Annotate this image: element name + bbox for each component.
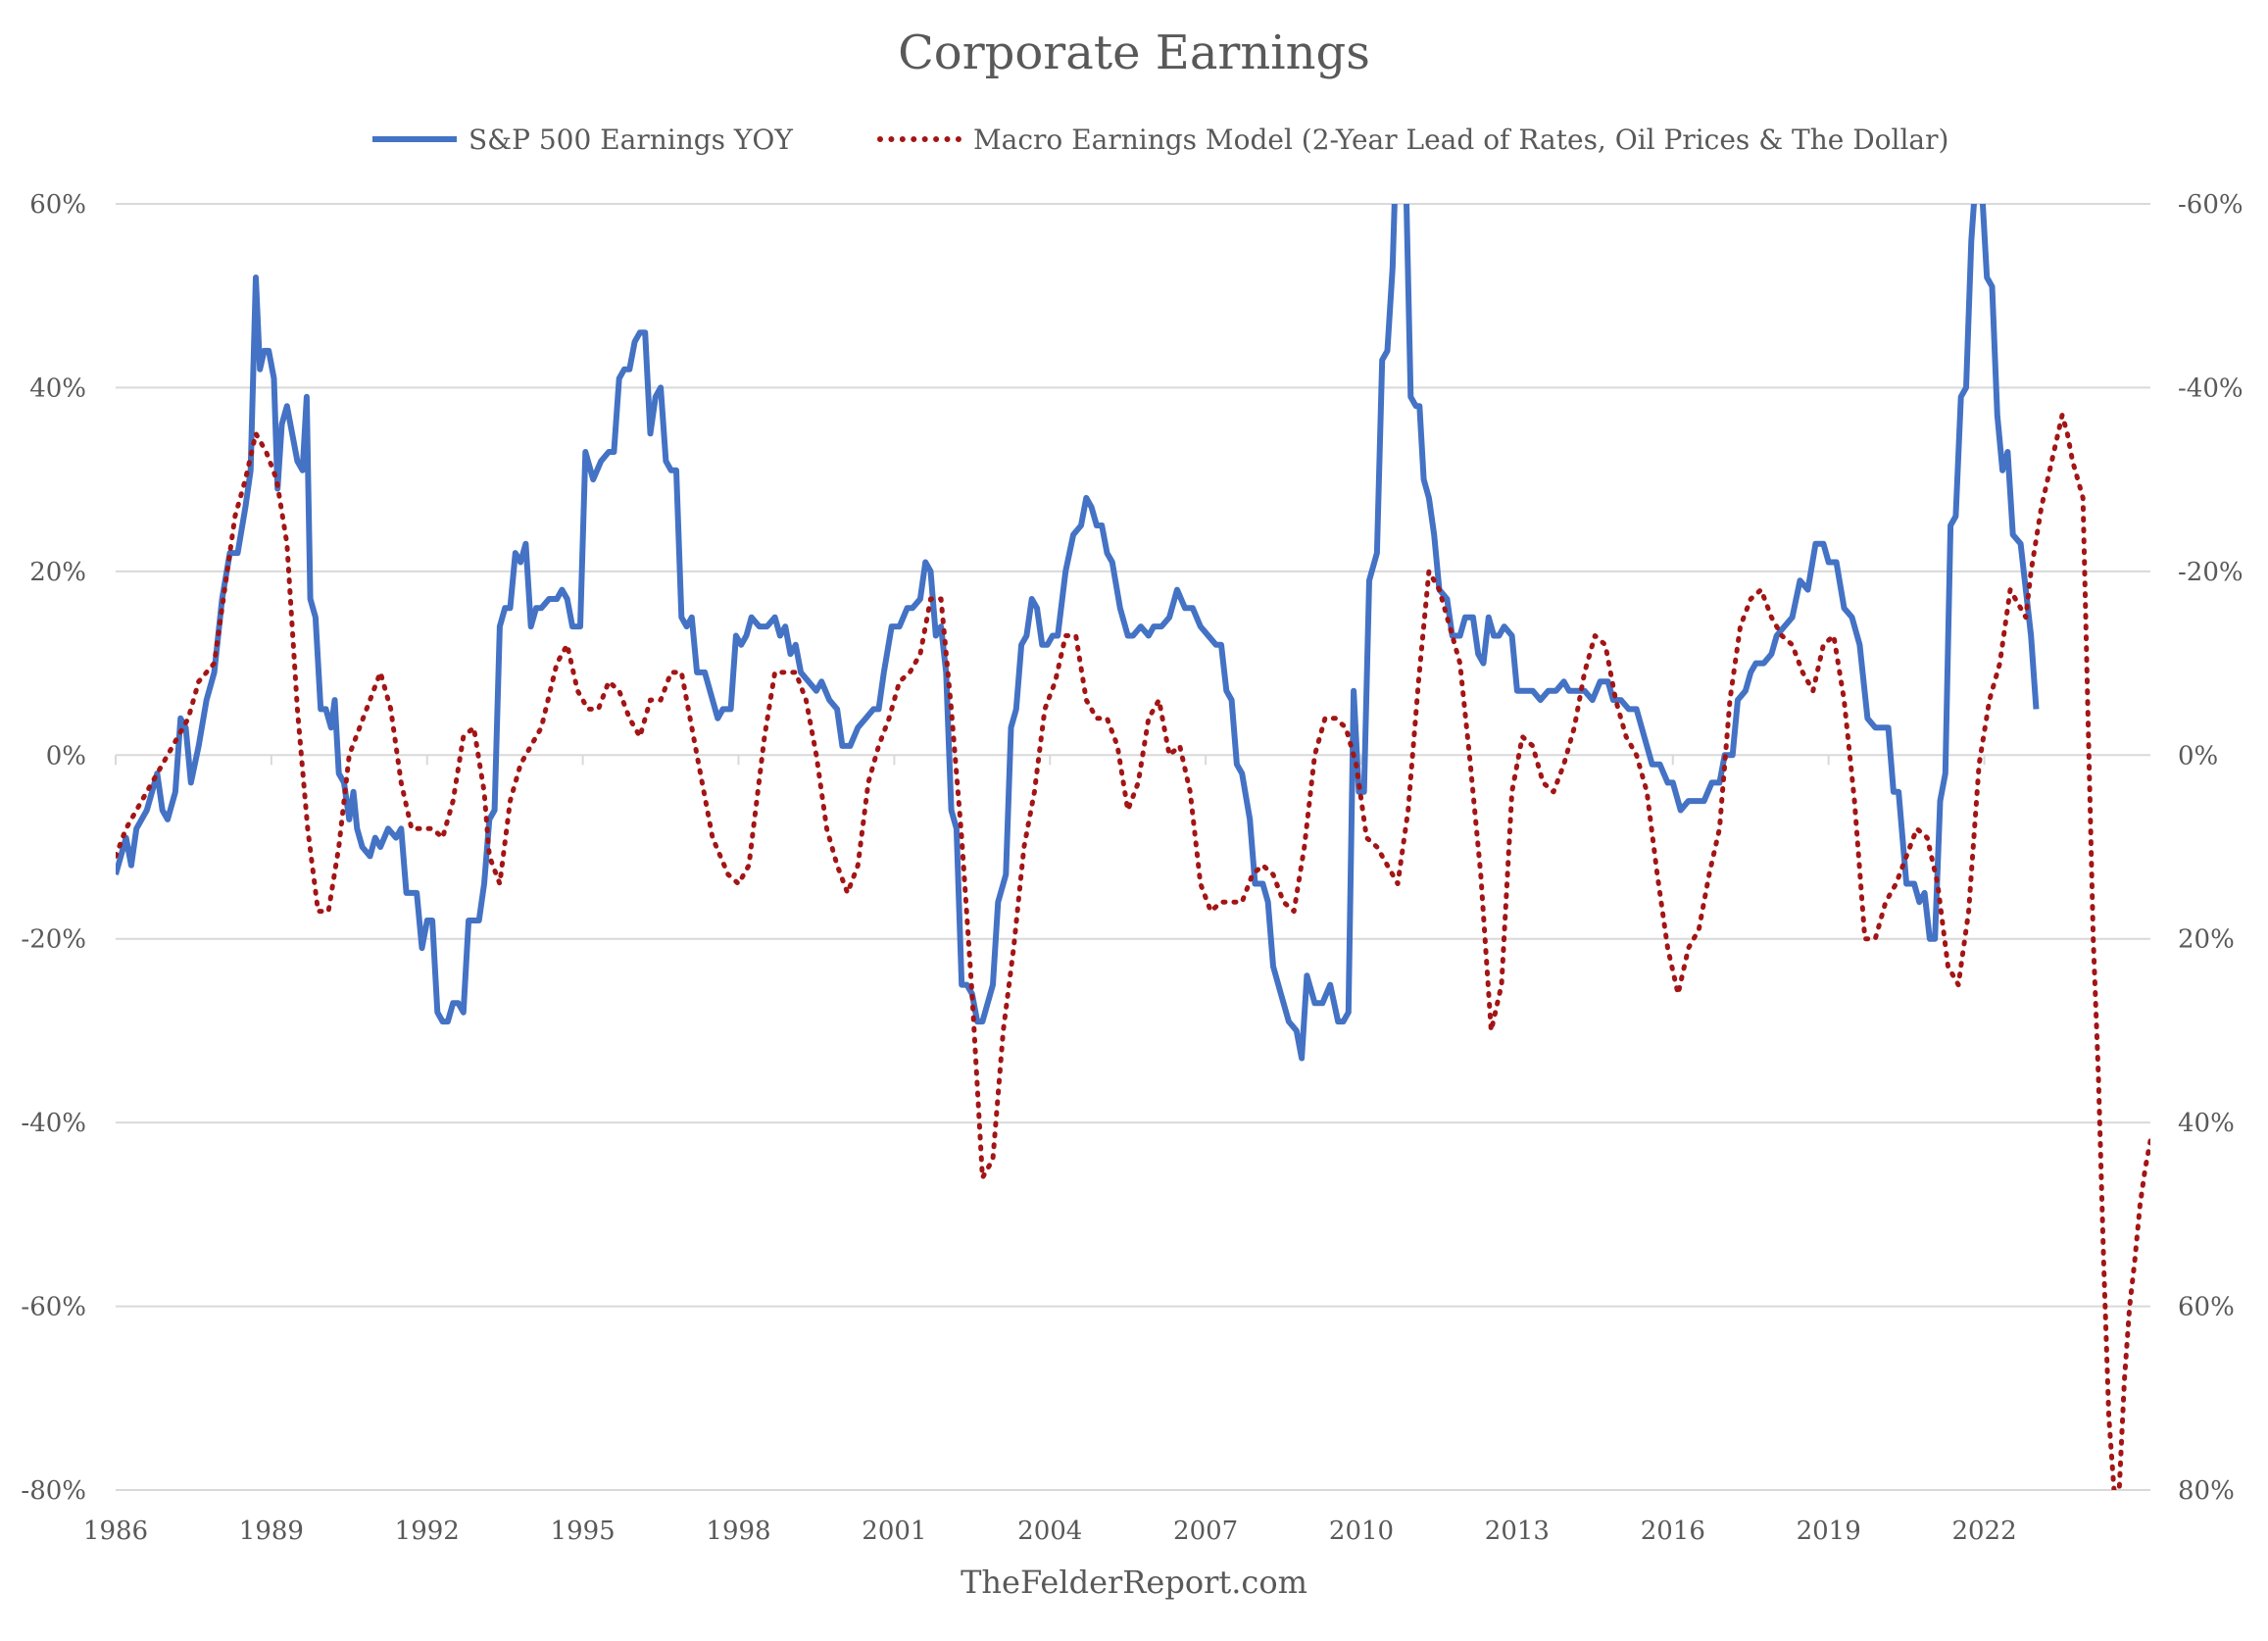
y-left-tick-label: -60% bbox=[21, 1293, 86, 1322]
y-right-tick-label: 80% bbox=[2178, 1476, 2235, 1506]
x-tick-label: 2022 bbox=[1951, 1517, 2016, 1546]
y-right-tick-label: -20% bbox=[2178, 558, 2243, 587]
y-left-tick-label: -40% bbox=[21, 1109, 86, 1138]
x-tick-label: 1992 bbox=[395, 1517, 460, 1546]
legend-label-earnings: S&P 500 Earnings YOY bbox=[468, 123, 793, 156]
y-left-tick-label: -20% bbox=[21, 925, 86, 955]
y-right-tick-label: 40% bbox=[2178, 1109, 2235, 1138]
legend-swatch-earnings bbox=[372, 136, 457, 142]
y-left-tick-label: 60% bbox=[29, 190, 86, 220]
x-tick-label: 2001 bbox=[862, 1517, 926, 1546]
legend-item-model: Macro Earnings Model (2-Year Lead of Rat… bbox=[877, 118, 1948, 161]
source-credit: TheFelderReport.com bbox=[961, 1564, 1307, 1601]
y-axis-right: -60% -40% -20% 0% 20% 40% 60% 80% bbox=[2178, 190, 2243, 1506]
y-right-tick-label: 0% bbox=[2178, 741, 2218, 771]
legend-item-earnings: S&P 500 Earnings YOY bbox=[372, 118, 793, 161]
y-right-tick-label: 20% bbox=[2178, 925, 2235, 955]
legend-swatch-model bbox=[877, 136, 961, 142]
x-tick-label: 2010 bbox=[1329, 1517, 1394, 1546]
x-tick-label: 2019 bbox=[1797, 1517, 1861, 1546]
chart-title: Corporate Earnings bbox=[898, 25, 1370, 80]
x-tick-label: 2004 bbox=[1017, 1517, 1082, 1546]
legend: S&P 500 Earnings YOY Macro Earnings Mode… bbox=[0, 118, 2268, 161]
y-right-tick-label: -60% bbox=[2178, 190, 2243, 220]
y-left-tick-label: -80% bbox=[21, 1476, 86, 1506]
x-axis: 1986 1989 1992 1995 1998 2001 2004 2007 2010 2013… bbox=[83, 755, 2017, 1546]
x-tick-label: 2016 bbox=[1641, 1517, 1705, 1546]
series-lines bbox=[116, 204, 2150, 1490]
x-tick-label: 2013 bbox=[1485, 1517, 1550, 1546]
y-right-tick-label: 60% bbox=[2178, 1293, 2235, 1322]
x-tick-label: 1998 bbox=[706, 1517, 770, 1546]
y-left-tick-label: 40% bbox=[29, 373, 86, 403]
series-line-model bbox=[116, 413, 2150, 1490]
legend-label-model: Macro Earnings Model (2-Year Lead of Rat… bbox=[973, 123, 1949, 156]
y-axis-left: 60% 40% 20% 0% -20% -40% -60% -80% bbox=[21, 190, 86, 1506]
x-tick-label: 2007 bbox=[1173, 1517, 1238, 1546]
x-tick-label: 1989 bbox=[239, 1517, 304, 1546]
y-left-tick-label: 20% bbox=[29, 558, 86, 587]
x-tick-label: 1995 bbox=[551, 1517, 616, 1546]
x-tick-label: 1986 bbox=[83, 1517, 148, 1546]
gridlines bbox=[116, 203, 2150, 1491]
series-line-earnings bbox=[116, 204, 2040, 1062]
y-left-tick-label: 0% bbox=[46, 741, 86, 771]
y-right-tick-label: -40% bbox=[2178, 373, 2243, 403]
